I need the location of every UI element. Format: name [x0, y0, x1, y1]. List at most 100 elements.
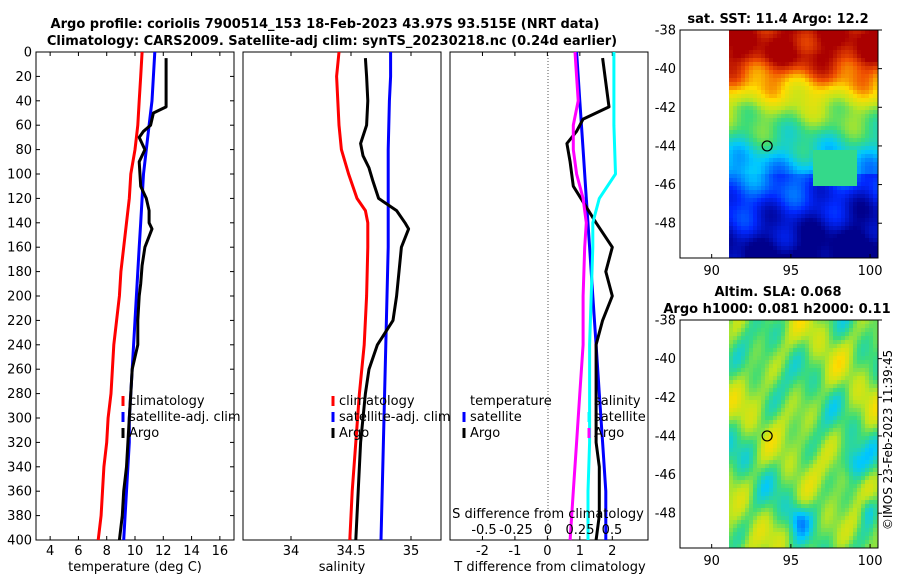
map-cell: [825, 98, 830, 103]
map-cell: [737, 332, 742, 337]
map-cell: [781, 368, 786, 373]
map-cell: [765, 536, 770, 541]
map-cell: [769, 420, 774, 425]
map-cell: [813, 118, 818, 123]
map-cell: [817, 424, 822, 429]
map-cell: [769, 122, 774, 127]
map-cell: [737, 540, 742, 545]
map-cell: [837, 238, 842, 243]
map-cell: [853, 150, 858, 155]
map-cell: [829, 368, 834, 373]
map-cell: [729, 150, 734, 155]
map-cell: [741, 408, 746, 413]
map-cell: [805, 460, 810, 465]
map-cell: [757, 86, 762, 91]
map-cell: [837, 202, 842, 207]
map-cell: [797, 452, 802, 457]
map-cell: [865, 404, 870, 409]
map-cell: [765, 170, 770, 175]
map-cell: [785, 90, 790, 95]
map-cell: [873, 58, 878, 63]
map-cell: [845, 512, 850, 517]
map-cell: [793, 86, 798, 91]
map-cell: [745, 86, 750, 91]
header-line-2: Climatology: CARS2009. Satellite-adj cli…: [47, 34, 617, 49]
map-cell: [853, 30, 858, 35]
map-cell: [737, 392, 742, 397]
map-cell: [729, 54, 734, 59]
map-cell: [745, 230, 750, 235]
map-cell: [749, 214, 754, 219]
map-cell: [801, 86, 806, 91]
map-cell: [841, 472, 846, 477]
map-cell: [773, 364, 778, 369]
map-cell: [869, 54, 874, 59]
map-cell: [745, 376, 750, 381]
map-cell: [757, 162, 762, 167]
map-cell: [765, 154, 770, 159]
map-cell: [873, 70, 878, 75]
map-cell: [857, 62, 862, 67]
map-cell: [773, 138, 778, 143]
map-cell: [785, 94, 790, 99]
map-cell: [853, 456, 858, 461]
map-cell: [769, 396, 774, 401]
map-cell: [729, 130, 734, 135]
map-cell: [749, 226, 754, 231]
map-cell: [753, 436, 758, 441]
map-cell: [853, 226, 858, 231]
map-cell: [873, 254, 878, 258]
map-cell: [777, 388, 782, 393]
map-cell: [813, 532, 818, 537]
s-tick-label: -0.5: [471, 523, 496, 538]
map-cell: [733, 102, 738, 107]
map-cell: [829, 90, 834, 95]
map-cell: [869, 166, 874, 171]
map-cell: [865, 400, 870, 405]
map-cell: [753, 142, 758, 147]
map-cell: [745, 332, 750, 337]
map-cell: [733, 404, 738, 409]
map-cell: [741, 166, 746, 171]
map-cell: [801, 62, 806, 67]
map-cell: [781, 520, 786, 525]
map-cell: [837, 400, 842, 405]
map-cell: [845, 126, 850, 131]
map-cell: [789, 134, 794, 139]
map-cell: [833, 416, 838, 421]
map-cell: [769, 102, 774, 107]
map-cell: [729, 158, 734, 163]
map-cell: [773, 38, 778, 43]
map-cell: [829, 396, 834, 401]
map-cell: [837, 206, 842, 211]
map-cell: [765, 376, 770, 381]
map-cell: [745, 352, 750, 357]
map-cell: [869, 512, 874, 517]
map-cell: [765, 420, 770, 425]
map-cell: [761, 416, 766, 421]
map-cell: [745, 356, 750, 361]
map-cell: [873, 376, 878, 381]
map-cell: [761, 182, 766, 187]
map-cell: [825, 404, 830, 409]
map-cell: [825, 544, 830, 548]
map-cell: [733, 242, 738, 247]
map-cell: [825, 408, 830, 413]
map-cell: [785, 480, 790, 485]
map-cell: [845, 536, 850, 541]
map-cell: [757, 66, 762, 71]
map-cell: [841, 126, 846, 131]
map-x-tick-label: 90: [703, 264, 720, 279]
map-cell: [817, 508, 822, 513]
map-cell: [809, 512, 814, 517]
map-cell: [781, 400, 786, 405]
map-cell: [801, 544, 806, 548]
map-cell: [825, 388, 830, 393]
map-cell: [789, 340, 794, 345]
s-tick-label: -0.25: [499, 523, 533, 538]
map-cell: [769, 34, 774, 39]
map-cell: [849, 98, 854, 103]
map-cell: [753, 400, 758, 405]
map-cell: [737, 320, 742, 325]
map-cell: [797, 114, 802, 119]
